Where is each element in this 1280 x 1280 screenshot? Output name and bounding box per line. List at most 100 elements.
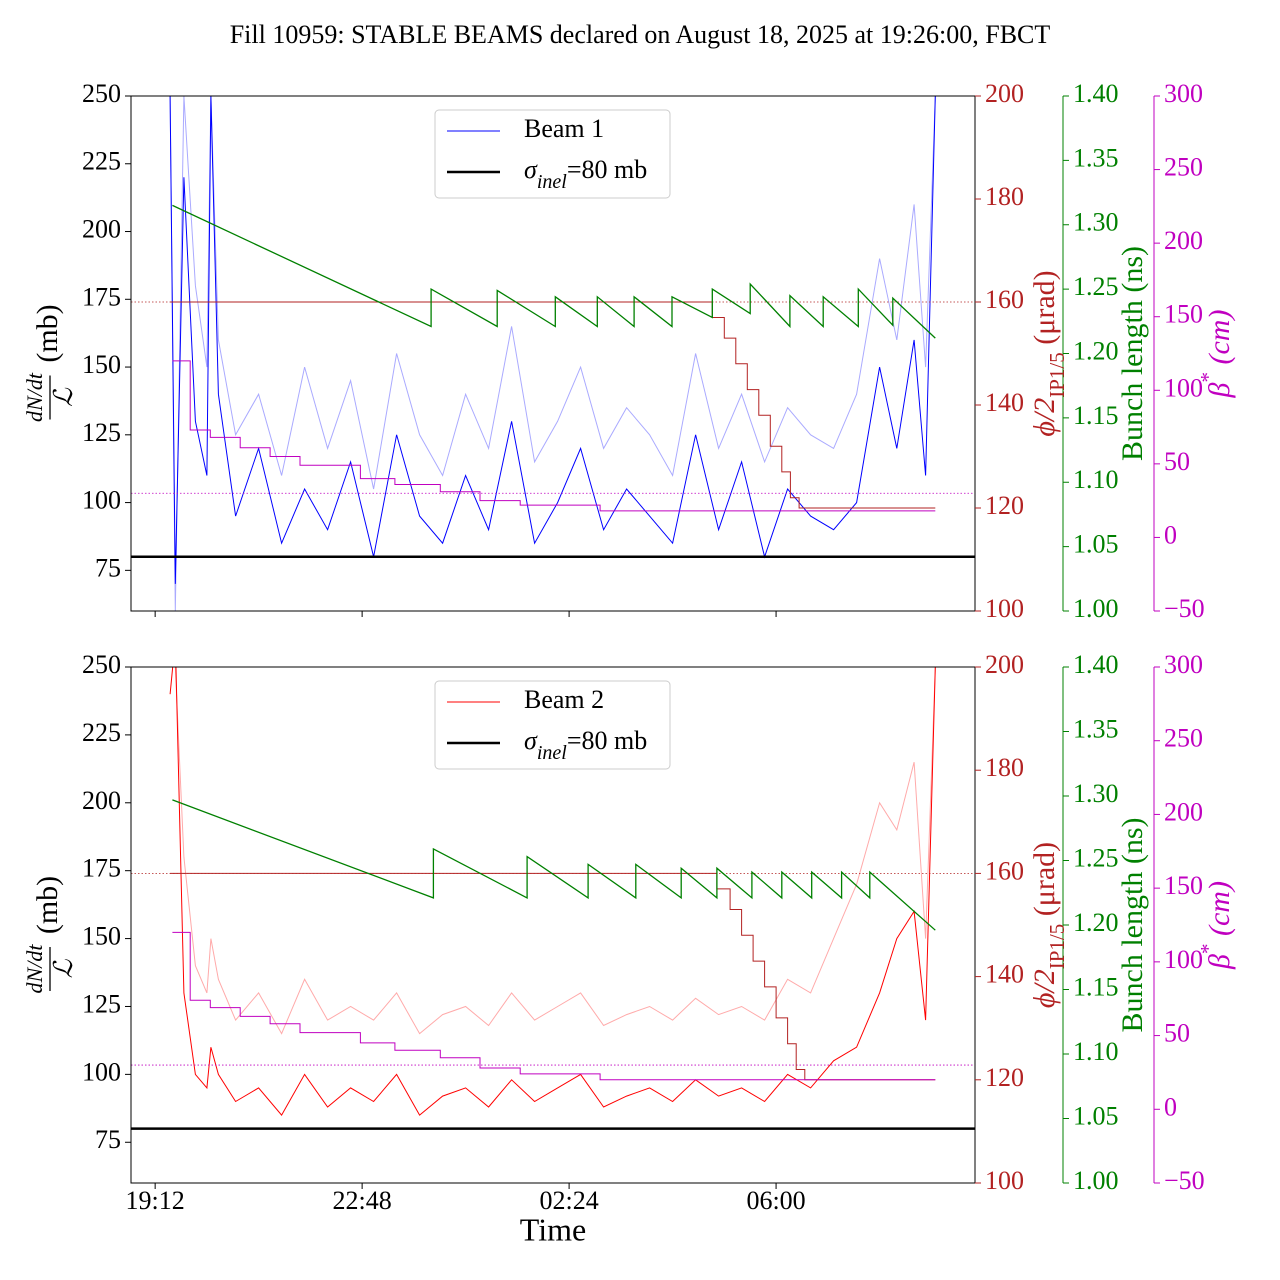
y-label-numerator: dN/dt [22,944,47,994]
y-tick-label: 200 [82,214,121,243]
y-tick-label: 1.05 [1073,1101,1119,1130]
y-tick-label: 100 [985,1166,1024,1195]
y-tick-label: 0 [1164,520,1177,549]
series-line [172,931,936,1081]
y-label-unit: (mb) [31,876,64,934]
figure-title: Fill 10959: STABLE BEAMS declared on Aug… [230,20,1051,49]
y-tick-label: 1.35 [1073,714,1119,743]
y-tick-label: 1.30 [1073,779,1119,808]
series-line [172,799,936,931]
y-tick-label: 1.15 [1073,972,1119,1001]
y-tick-label: 100 [82,486,121,515]
y-tick-label: 1.10 [1073,465,1119,494]
legend-label: σinel=80 mb [524,726,647,764]
y-tick-label: 175 [82,854,121,883]
label-part: (cm) [1203,881,1236,943]
y-tick-label: 125 [82,989,121,1018]
y-tick-label: 175 [82,282,121,311]
y-tick-label: 1.20 [1073,336,1119,365]
y-tick-label: 1.15 [1073,401,1119,430]
y-axis-label: Bunch length (ns) [1116,818,1149,1033]
y-tick-label: 120 [985,1063,1024,1092]
y-tick-label: 200 [1164,226,1203,255]
y-tick-label: 50 [1164,447,1190,476]
y-tick-label: 200 [1164,797,1203,826]
label-part: IP1/5 [1045,924,1069,970]
series-line [172,360,936,512]
x-tick-label: 06:00 [746,1186,805,1215]
series-line [169,96,936,611]
y-tick-label: 1.10 [1073,1037,1119,1066]
x-tick-label: 02:24 [539,1186,598,1215]
y-tick-label: 100 [985,594,1024,623]
x-tick-label: 22:48 [333,1186,392,1215]
legend-label: Beam 1 [524,114,604,143]
y-tick-label: 160 [985,856,1024,885]
y-tick-label: 180 [985,182,1024,211]
y-tick-label: 140 [985,960,1024,989]
series-line [169,667,936,1116]
y-label-unit: (mb) [31,304,64,362]
y-label-denominator: ℒ [49,958,78,978]
label-part: σ [524,726,538,755]
y-tick-label: −50 [1164,1166,1205,1195]
y-tick-label: 150 [82,922,121,951]
series-line [170,872,936,1081]
y-axis-label: dN/dt ℒ (mb) [22,876,78,994]
plot-area [131,96,975,611]
label-part: ϕ/2 [1028,398,1061,437]
y-label-numerator: dN/dt [22,372,47,422]
label-part: ϕ/2 [1028,969,1061,1008]
legend-label: σinel=80 mb [524,155,647,193]
y-tick-label: 300 [1164,650,1203,679]
y-tick-label: 225 [82,718,121,747]
y-tick-label: 1.40 [1073,650,1119,679]
y-axis-label: ϕ/2IP1/5 (μrad) [1028,842,1069,1008]
y-tick-label: 150 [1164,300,1203,329]
y-tick-label: 250 [82,79,121,108]
plot-frame [130,95,976,612]
y-tick-label: 1.25 [1073,272,1119,301]
y-tick-label: 1.20 [1073,908,1119,937]
plot-area [131,667,975,1130]
y-tick-label: 150 [1164,871,1203,900]
y-tick-label: 1.25 [1073,843,1119,872]
y-tick-label: 1.00 [1073,1166,1119,1195]
y-tick-label: 180 [985,753,1024,782]
label-part: (μrad) [1028,270,1061,352]
label-part: * [1196,944,1220,955]
label-part: IP1/5 [1045,352,1069,398]
label-part: inel [537,171,567,193]
y-tick-label: 250 [1164,153,1203,182]
series-line [169,96,936,584]
y-tick-label: 1.05 [1073,530,1119,559]
y-tick-label: −50 [1164,594,1205,623]
y-axis-label: dN/dt ℒ (mb) [22,304,78,422]
label-part: β [1203,954,1236,970]
y-tick-label: 200 [985,650,1024,679]
y-tick-label: 50 [1164,1019,1190,1048]
y-axis-label: ϕ/2IP1/5 (μrad) [1028,270,1069,436]
series-line [170,301,936,509]
y-tick-label: 300 [1164,79,1203,108]
y-tick-label: 0 [1164,1092,1177,1121]
y-axis-label: β* (cm) [1196,881,1236,970]
label-part: =80 mb [567,155,647,184]
series-line [170,667,936,1035]
series-line [172,204,936,339]
y-tick-label: 75 [95,1125,121,1154]
plot-frame [130,666,976,1184]
y-tick-label: 1.35 [1073,143,1119,172]
y-tick-label: 75 [95,553,121,582]
y-tick-label: 250 [1164,724,1203,753]
y-tick-label: 100 [1164,945,1203,974]
y-tick-label: 1.00 [1073,594,1119,623]
y-tick-label: 140 [985,388,1024,417]
y-tick-label: 1.30 [1073,208,1119,237]
y-tick-label: 225 [82,147,121,176]
y-tick-label: 250 [82,650,121,679]
y-tick-label: 160 [985,285,1024,314]
y-tick-label: 100 [82,1057,121,1086]
